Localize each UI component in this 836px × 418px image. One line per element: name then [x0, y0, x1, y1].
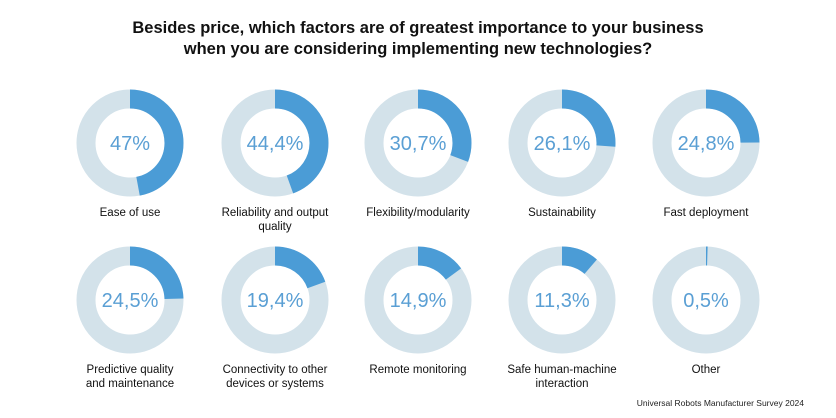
donut-category-label: Flexibility/modularity	[348, 206, 488, 220]
donut-7: 19,4% Connectivity to other devices or sys…	[205, 245, 345, 391]
label-line: and maintenance	[85, 378, 175, 390]
donut-value-label: 24,8%	[678, 133, 735, 155]
donut-chart: 26,1%	[508, 89, 616, 197]
donut-value-arc	[364, 246, 472, 354]
donut-category-label: Reliability and output quality	[205, 206, 345, 234]
donut-chart: 30,7%	[364, 89, 472, 197]
donut-category-label: Ease of use	[60, 206, 200, 220]
donut-8: 14,9% Remote monitoring	[348, 245, 488, 377]
label-line: Connectivity to other	[222, 364, 328, 376]
donut-value-label: 0,5%	[683, 290, 729, 312]
donut-chart: 0,5%	[652, 246, 760, 354]
donut-chart: 11,3%	[508, 246, 616, 354]
donut-value-label: 19,4%	[247, 290, 304, 312]
donut-value-label: 24,5%	[102, 290, 159, 312]
donut-category-label: Other	[636, 363, 776, 377]
donut-value-arc	[76, 246, 184, 354]
title-line-1: Besides price, which factors are of grea…	[132, 19, 704, 37]
donut-value-arc	[508, 89, 616, 197]
label-line: Reliability and output quality	[221, 207, 329, 233]
donut-value-arc	[364, 89, 472, 197]
donut-value-arc	[652, 89, 760, 197]
donut-value-arc	[76, 89, 184, 197]
label-line: interaction	[535, 378, 589, 390]
donut-2: 44,4% Reliability and output quality	[205, 88, 345, 234]
donut-value-label: 30,7%	[390, 133, 447, 155]
donut-1: 47% Ease of use	[60, 88, 200, 220]
donut-value-arc	[221, 246, 329, 354]
label-line: Flexibility/modularity	[366, 207, 470, 219]
donut-category-label: Fast deployment	[636, 206, 776, 220]
label-line: Sustainability	[528, 207, 596, 219]
donut-9: 11,3% Safe human-machine interaction	[492, 245, 632, 391]
donut-chart: 14,9%	[364, 246, 472, 354]
donut-chart: 19,4%	[221, 246, 329, 354]
donut-10: 0,5% Other	[636, 245, 776, 377]
label-line: Safe human-machine	[507, 364, 617, 376]
donut-4: 26,1% Sustainability	[492, 88, 632, 220]
chart-title: Besides price, which factors are of grea…	[0, 18, 836, 60]
donut-category-label: Sustainability	[492, 206, 632, 220]
donut-3: 30,7% Flexibility/modularity	[348, 88, 488, 220]
donut-value-label: 11,3%	[534, 290, 589, 312]
donut-value-label: 14,9%	[390, 290, 447, 312]
donut-value-label: 47%	[110, 133, 150, 155]
label-line: Remote monitoring	[369, 364, 467, 376]
source-note: Universal Robots Manufacturer Survey 202…	[636, 398, 804, 408]
donut-value-arc	[221, 89, 329, 197]
label-line: Predictive quality	[86, 364, 174, 376]
label-line: Ease of use	[99, 207, 161, 219]
donut-chart: 24,5%	[76, 246, 184, 354]
donut-chart: 44,4%	[221, 89, 329, 197]
donut-category-label: Connectivity to other devices or systems	[205, 363, 345, 391]
title-line-2: when you are considering implementing ne…	[183, 40, 653, 58]
donut-category-label: Safe human-machine interaction	[492, 363, 632, 391]
donut-chart: 24,8%	[652, 89, 760, 197]
donut-value-label: 44,4%	[247, 133, 304, 155]
donut-category-label: Remote monitoring	[348, 363, 488, 377]
label-line: Fast deployment	[663, 207, 749, 219]
donut-value-arc	[652, 246, 760, 354]
donut-5: 24,8% Fast deployment	[636, 88, 776, 220]
donut-value-label: 26,1%	[534, 133, 591, 155]
donut-value-arc	[508, 246, 616, 354]
label-line: Other	[691, 364, 721, 376]
donut-category-label: Predictive quality and maintenance	[60, 363, 200, 391]
label-line: devices or systems	[226, 378, 324, 390]
donut-chart: 47%	[76, 89, 184, 197]
donut-6: 24,5% Predictive quality and maintenance	[60, 245, 200, 391]
